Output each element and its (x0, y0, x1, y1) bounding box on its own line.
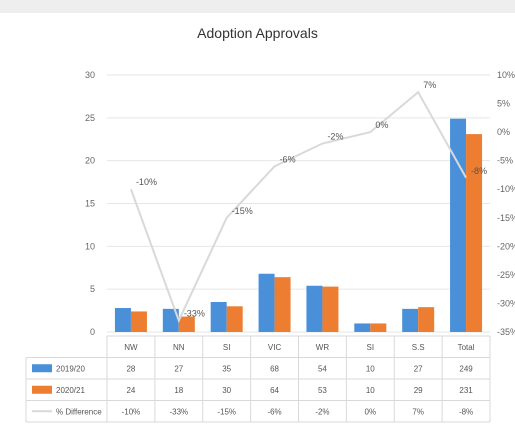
legend-series-label: 2020/21 (56, 386, 85, 395)
y-left-tick-label: 15 (85, 199, 95, 209)
table-cell: 249 (459, 364, 473, 373)
table-cell: 68 (270, 364, 279, 373)
y-right-tick-label: -35% (497, 327, 515, 337)
table-cell: -10% (122, 407, 141, 416)
x-category-label: SI (367, 343, 375, 352)
table-cell: 27 (414, 364, 423, 373)
table-cell: 27 (174, 364, 183, 373)
y-right-tick-label: -30% (497, 298, 515, 308)
bar-series-1 (210, 302, 227, 332)
table-cell: 35 (222, 364, 231, 373)
y-left-tick-label: 0 (90, 327, 95, 337)
y-right-tick-label: -5% (497, 156, 513, 166)
x-category-label: NN (173, 343, 185, 352)
x-category-label: SI (223, 343, 231, 352)
difference-line (129, 90, 467, 324)
table-cell: -6% (267, 407, 281, 416)
y-right-tick-label: -10% (497, 184, 515, 194)
table-cell: -33% (169, 407, 188, 416)
legend-key-swatch (32, 385, 52, 394)
bar-series-1 (162, 308, 179, 332)
legend-series-label: 2019/20 (56, 364, 85, 373)
bar-series-1 (306, 285, 323, 332)
table-cell: -8% (459, 407, 473, 416)
window-top-strip (0, 0, 515, 13)
bar-series-2 (418, 307, 435, 332)
bar-series-1 (450, 118, 467, 332)
chart-title: Adoption Approvals (197, 25, 318, 41)
y-right-tick-label: -20% (497, 241, 515, 251)
x-category-label: Total (458, 343, 475, 352)
difference-data-label: 0% (375, 120, 388, 130)
bar-series-1 (114, 308, 131, 332)
y-left-tick-label: 5 (90, 284, 95, 294)
legend-series-label: % Difference (56, 407, 102, 416)
bar-series-2 (274, 277, 291, 332)
y-left-tick-label: 30 (85, 70, 95, 80)
table-cell: 18 (174, 386, 183, 395)
difference-data-label: -6% (280, 154, 296, 164)
x-category-label: S.S (412, 343, 425, 352)
bar-series-2 (466, 134, 483, 332)
y-left-tick-label: 20 (85, 156, 95, 166)
y-left-tick-label: 25 (85, 113, 95, 123)
difference-data-label: -8% (471, 166, 487, 176)
table-cell: 10 (366, 386, 375, 395)
y-right-tick-label: -25% (497, 270, 515, 280)
difference-data-label: -10% (136, 177, 157, 187)
legend-key-swatch (32, 364, 52, 373)
y-right-tick-label: -15% (497, 213, 515, 223)
bar-series-2 (370, 323, 387, 332)
table-cell: 7% (412, 407, 424, 416)
x-category-label: NW (124, 343, 138, 352)
bar-series-2 (130, 311, 147, 332)
y-left-tick-label: 10 (85, 241, 95, 251)
table-cell: 231 (459, 386, 473, 395)
table-cell: 29 (414, 386, 423, 395)
bar-series-2 (178, 316, 195, 332)
y-right-tick-label: 10% (497, 70, 515, 80)
bar-series-1 (258, 273, 275, 332)
difference-data-label: -2% (327, 132, 343, 142)
y-right-tick-label: 0% (497, 127, 510, 137)
table-cell: -2% (315, 407, 329, 416)
table-cell: -15% (217, 407, 236, 416)
y-right-tick-label: 5% (497, 99, 510, 109)
table-cell: 24 (126, 386, 135, 395)
x-category-label: WR (316, 343, 330, 352)
difference-data-label: -33% (184, 309, 205, 319)
table-cell: 0% (365, 407, 377, 416)
x-category-label: VIC (268, 343, 282, 352)
bar-series-1 (402, 308, 419, 332)
bar-series-1 (354, 323, 371, 332)
table-cell: 54 (318, 364, 327, 373)
table-cell: 30 (222, 386, 231, 395)
table-cell: 64 (270, 386, 279, 395)
table-cell: 53 (318, 386, 327, 395)
difference-data-label: -15% (232, 206, 253, 216)
table-cell: 10 (366, 364, 375, 373)
table-cell: 28 (126, 364, 135, 373)
difference-data-label: 7% (423, 80, 436, 90)
bar-series-2 (322, 286, 339, 332)
bar-series-2 (226, 306, 243, 332)
chart-frame (13, 13, 502, 434)
